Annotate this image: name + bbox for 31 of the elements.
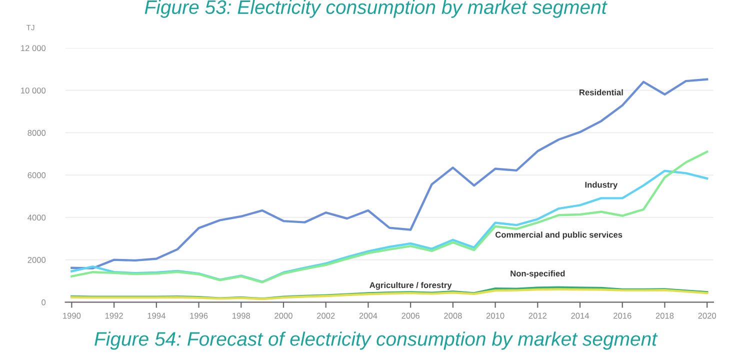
series-label: Residential: [580, 89, 623, 96]
y-tick-label: 0: [42, 299, 46, 306]
y-tick-label: 8000: [28, 130, 46, 136]
x-tick-label: 1996: [190, 312, 208, 319]
x-tick-label: 2004: [359, 312, 378, 319]
y-tick-label: 10 000: [21, 88, 46, 94]
y-tick-label: 6000: [28, 172, 46, 178]
x-tick-label: 2012: [528, 312, 547, 319]
series-label: Commercial and public services: [495, 232, 622, 240]
x-tick-label: 2006: [402, 312, 420, 319]
caption: Figure 54: Forecast of electricity consumption by market segment: [94, 332, 658, 350]
line-series: [70, 78, 708, 270]
x-tick-label: 1992: [105, 312, 123, 319]
x-tick-label: 2002: [317, 312, 335, 319]
series-label: Agriculture / forestry: [370, 282, 452, 290]
x-tick-label: 2018: [656, 312, 674, 319]
x-tick-label: 2020: [698, 312, 716, 319]
y-tick-label: 4000: [28, 214, 46, 221]
y-tick-label: 12 000: [21, 45, 46, 52]
x-tick-label: 1994: [148, 312, 166, 319]
x-tick-label: 1990: [63, 312, 81, 319]
x-tick-label: 2010: [486, 312, 504, 319]
y-tick-label: 2000: [28, 257, 46, 263]
x-tick-label: 1998: [232, 312, 250, 319]
series-label: Industry: [585, 182, 618, 190]
x-tick-label: 2000: [274, 312, 292, 319]
x-tick-label: 2008: [444, 312, 462, 319]
x-tick-label: 2016: [614, 312, 632, 319]
x-tick-label: 2014: [571, 312, 590, 319]
chart-title: Figure 53: Electricity consumption by market segment: [144, 0, 608, 18]
series-label: Non-specified: [510, 270, 565, 278]
